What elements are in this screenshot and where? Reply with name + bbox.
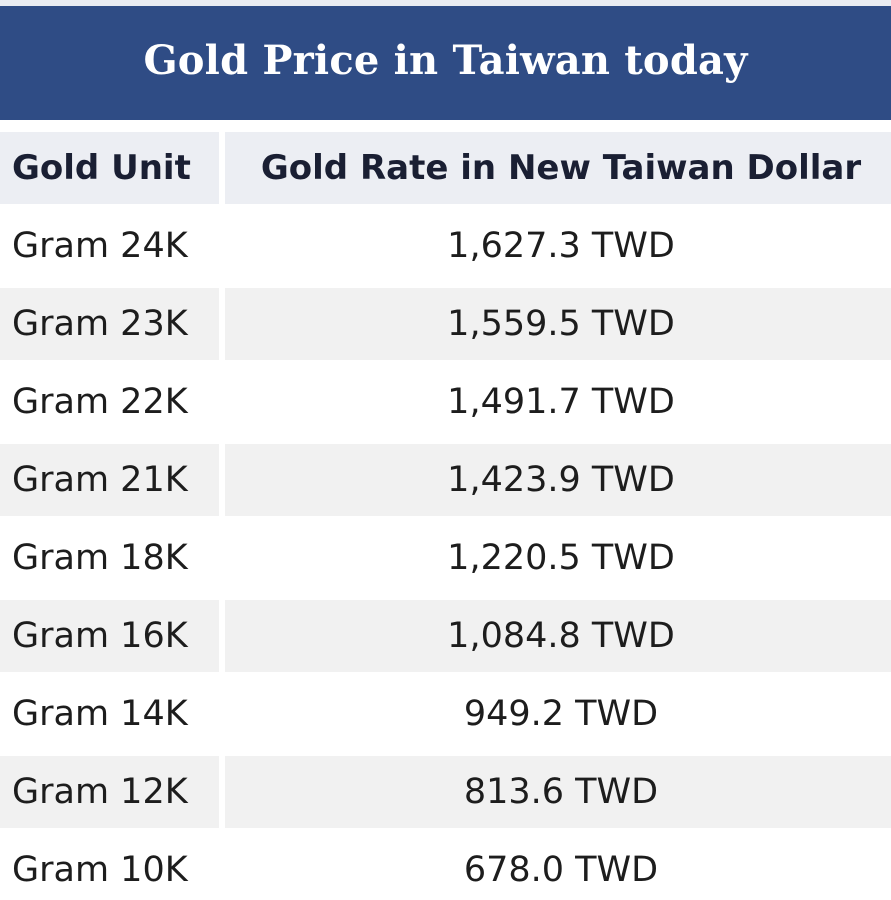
cell-unit: Gram 12K (0, 756, 219, 828)
table-header: Gold Unit Gold Rate in New Taiwan Dollar (0, 132, 891, 204)
header-gold-unit: Gold Unit (0, 132, 219, 204)
cell-unit: Gram 18K (0, 522, 219, 594)
title-bar: Gold Price in Taiwan today (0, 0, 891, 120)
cell-rate: 678.0 TWD (225, 834, 891, 900)
cell-unit: Gram 22K (0, 366, 219, 438)
cell-rate: 1,627.3 TWD (225, 210, 891, 282)
cell-rate: 1,559.5 TWD (225, 288, 891, 360)
cell-rate: 1,491.7 TWD (225, 366, 891, 438)
page-title: Gold Price in Taiwan today (143, 36, 748, 84)
cell-rate: 949.2 TWD (225, 678, 891, 750)
table-row: Gram 21K 1,423.9 TWD (0, 444, 891, 516)
table-row: Gram 23K 1,559.5 TWD (0, 288, 891, 360)
table-row: Gram 24K 1,627.3 TWD (0, 210, 891, 282)
cell-unit: Gram 16K (0, 600, 219, 672)
cell-unit: Gram 14K (0, 678, 219, 750)
header-gold-rate: Gold Rate in New Taiwan Dollar (225, 132, 891, 204)
cell-unit: Gram 24K (0, 210, 219, 282)
table-row: Gram 18K 1,220.5 TWD (0, 522, 891, 594)
cell-rate: 1,220.5 TWD (225, 522, 891, 594)
table-row: Gram 22K 1,491.7 TWD (0, 366, 891, 438)
table-row: Gram 16K 1,084.8 TWD (0, 600, 891, 672)
cell-rate: 1,084.8 TWD (225, 600, 891, 672)
table-row: Gram 10K 678.0 TWD (0, 834, 891, 900)
gold-price-table: Gold Unit Gold Rate in New Taiwan Dollar… (0, 126, 891, 900)
table-row: Gram 12K 813.6 TWD (0, 756, 891, 828)
table-body: Gram 24K 1,627.3 TWD Gram 23K 1,559.5 TW… (0, 210, 891, 900)
cell-rate: 1,423.9 TWD (225, 444, 891, 516)
cell-unit: Gram 21K (0, 444, 219, 516)
cell-unit: Gram 10K (0, 834, 219, 900)
cell-rate: 813.6 TWD (225, 756, 891, 828)
table-row: Gram 14K 949.2 TWD (0, 678, 891, 750)
header-row: Gold Unit Gold Rate in New Taiwan Dollar (0, 132, 891, 204)
cell-unit: Gram 23K (0, 288, 219, 360)
